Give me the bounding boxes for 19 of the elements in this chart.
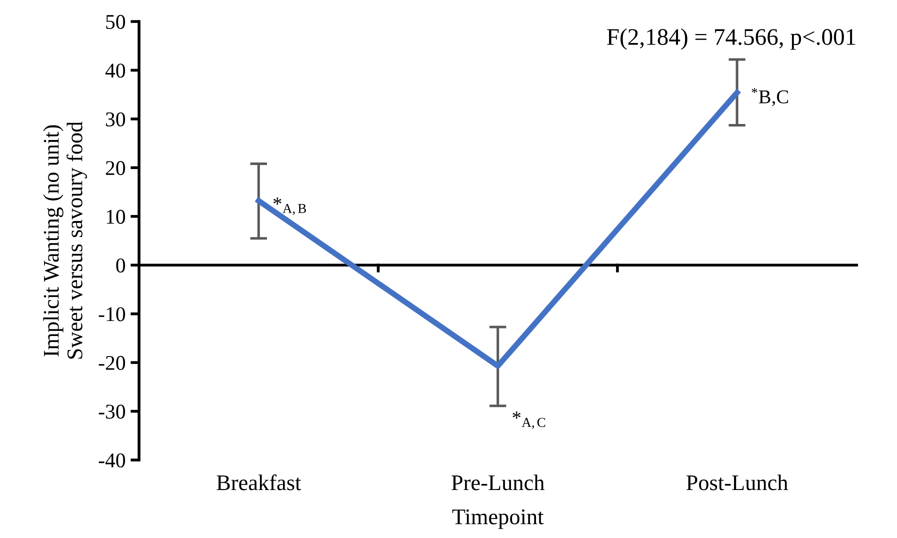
- x-tick-label: Pre-Lunch: [452, 474, 544, 490]
- x-tick-label: Breakfast: [216, 474, 302, 490]
- annotation: *$_{A,B}$: [273, 198, 306, 216]
- x-axis-title: Timepoint: [452, 509, 544, 529]
- y-tick-label: -20: [98, 356, 126, 370]
- y-tick-label: 10: [106, 210, 126, 224]
- y-tick-label: 0: [116, 258, 126, 273]
- x-tick-label: Post-Lunch: [686, 474, 788, 490]
- y-tick-label: -40: [98, 453, 126, 468]
- y-axis-title: Implicit Wanting (no unit) Sweet versus savoury food: [43, 122, 87, 359]
- y-tick-label: 50: [106, 14, 126, 29]
- y-tick-label: 30: [106, 112, 126, 126]
- y-tick-label: 20: [106, 161, 126, 176]
- annotation: *$_{A,C}$: [512, 411, 546, 429]
- y-tick-label: -10: [98, 307, 126, 322]
- y-tick-label: 40: [105, 64, 126, 78]
- y-tick-label: -30: [98, 404, 126, 419]
- annotation: F(2,184) = 74.566, p<.001: [607, 28, 856, 50]
- annotation: $^{*}$B,C: [752, 88, 788, 106]
